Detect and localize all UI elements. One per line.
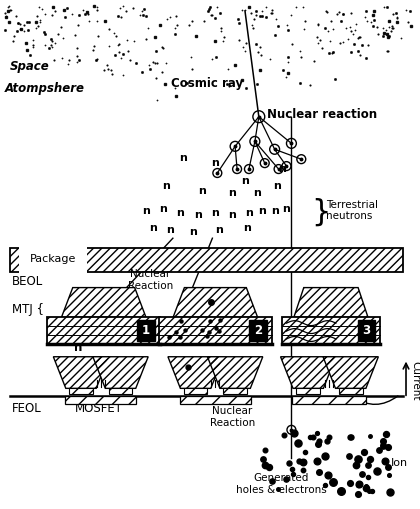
Bar bbox=[47, 317, 160, 344]
Bar bbox=[292, 397, 367, 404]
Text: 1: 1 bbox=[142, 324, 150, 337]
Bar bbox=[249, 320, 267, 342]
Bar bbox=[180, 397, 251, 404]
Bar bbox=[159, 317, 272, 344]
Text: 2: 2 bbox=[254, 324, 262, 337]
Polygon shape bbox=[281, 357, 336, 388]
Text: n: n bbox=[283, 204, 290, 214]
Polygon shape bbox=[53, 357, 109, 388]
Text: Terrestrial
neutrons: Terrestrial neutrons bbox=[326, 200, 378, 221]
Text: Cosmic ray: Cosmic ray bbox=[171, 77, 244, 90]
Text: BEOL: BEOL bbox=[12, 275, 43, 288]
Bar bbox=[65, 397, 136, 404]
Text: Current: Current bbox=[410, 361, 420, 400]
Bar bbox=[223, 388, 247, 394]
Bar bbox=[47, 317, 160, 344]
Bar bbox=[292, 397, 367, 404]
Text: n: n bbox=[278, 164, 286, 174]
Text: n: n bbox=[179, 153, 187, 163]
Text: n: n bbox=[199, 186, 207, 196]
Text: Package: Package bbox=[30, 254, 76, 264]
Bar bbox=[297, 388, 320, 394]
Bar bbox=[69, 388, 93, 394]
Text: Nuclear
Reaction: Nuclear Reaction bbox=[128, 269, 173, 291]
Text: n: n bbox=[253, 188, 261, 198]
Polygon shape bbox=[168, 357, 223, 388]
Text: Nuclear
Reaction: Nuclear Reaction bbox=[210, 406, 255, 428]
Text: }: } bbox=[311, 198, 331, 227]
Text: n: n bbox=[270, 206, 278, 215]
Text: Generated
holes & electrons: Generated holes & electrons bbox=[236, 473, 327, 495]
Text: n: n bbox=[243, 223, 251, 233]
Polygon shape bbox=[173, 288, 257, 317]
Bar bbox=[137, 320, 155, 342]
Text: n: n bbox=[241, 176, 249, 186]
Text: n: n bbox=[159, 204, 167, 214]
Polygon shape bbox=[207, 357, 263, 388]
Polygon shape bbox=[93, 357, 148, 388]
Text: n: n bbox=[149, 223, 157, 233]
Text: Ion: Ion bbox=[190, 365, 207, 376]
Polygon shape bbox=[294, 288, 368, 317]
Text: n: n bbox=[273, 181, 281, 191]
Text: n: n bbox=[194, 211, 202, 220]
Text: n: n bbox=[228, 188, 236, 198]
Text: Space: Space bbox=[10, 60, 50, 73]
Bar bbox=[357, 320, 375, 342]
Text: Ion: Ion bbox=[391, 459, 408, 468]
Bar bbox=[10, 248, 403, 272]
Bar bbox=[281, 317, 381, 344]
Bar bbox=[10, 248, 403, 272]
Text: n: n bbox=[162, 181, 170, 191]
Text: n: n bbox=[215, 225, 223, 235]
Text: n: n bbox=[142, 206, 150, 215]
Text: MOSFET: MOSFET bbox=[75, 402, 123, 415]
Text: n: n bbox=[166, 225, 174, 235]
Text: Atompshere: Atompshere bbox=[5, 82, 85, 95]
Bar bbox=[109, 388, 132, 394]
Text: n: n bbox=[258, 206, 266, 215]
Bar bbox=[159, 317, 272, 344]
Bar bbox=[184, 388, 207, 394]
Text: Nuclear reaction: Nuclear reaction bbox=[267, 108, 377, 121]
Text: n: n bbox=[176, 208, 184, 217]
Text: n: n bbox=[74, 341, 82, 354]
Text: n: n bbox=[245, 208, 253, 217]
Text: FEOL: FEOL bbox=[12, 402, 42, 415]
Text: n: n bbox=[211, 208, 219, 217]
Bar bbox=[339, 388, 362, 394]
Bar bbox=[180, 397, 251, 404]
Text: n: n bbox=[211, 158, 219, 168]
Text: n: n bbox=[189, 228, 197, 237]
Text: MTJ {: MTJ { bbox=[12, 303, 44, 316]
Bar bbox=[281, 317, 381, 344]
Polygon shape bbox=[323, 357, 378, 388]
Text: n: n bbox=[228, 211, 236, 220]
Polygon shape bbox=[61, 288, 146, 317]
Text: 3: 3 bbox=[362, 324, 370, 337]
Bar bbox=[65, 397, 136, 404]
